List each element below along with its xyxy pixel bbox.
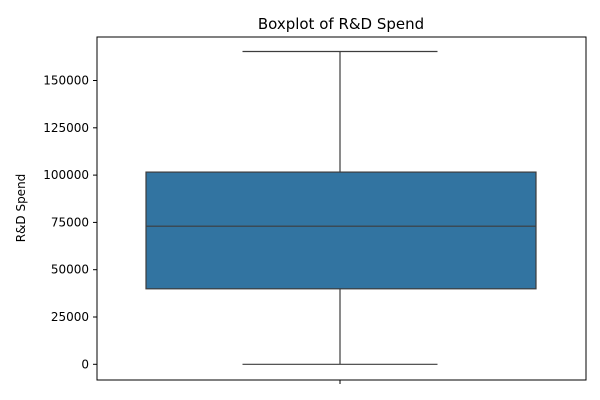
- y-tick-label: 150000: [43, 74, 89, 88]
- y-tick-label: 50000: [51, 263, 89, 277]
- iqr-box: [145, 171, 537, 290]
- plot-area: 0 25000 50000 75000 100000 125000 150000: [43, 50, 537, 384]
- y-tick-label: 0: [81, 357, 89, 371]
- y-axis-label: R&D Spend: [14, 174, 28, 243]
- y-tick-label: 125000: [43, 121, 89, 135]
- plot-frame: [96, 36, 587, 381]
- chart-title: Boxplot of R&D Spend: [258, 15, 424, 33]
- y-tick-label: 100000: [43, 168, 89, 182]
- y-tick-label: 25000: [51, 310, 89, 324]
- y-tick-label: 75000: [51, 215, 89, 229]
